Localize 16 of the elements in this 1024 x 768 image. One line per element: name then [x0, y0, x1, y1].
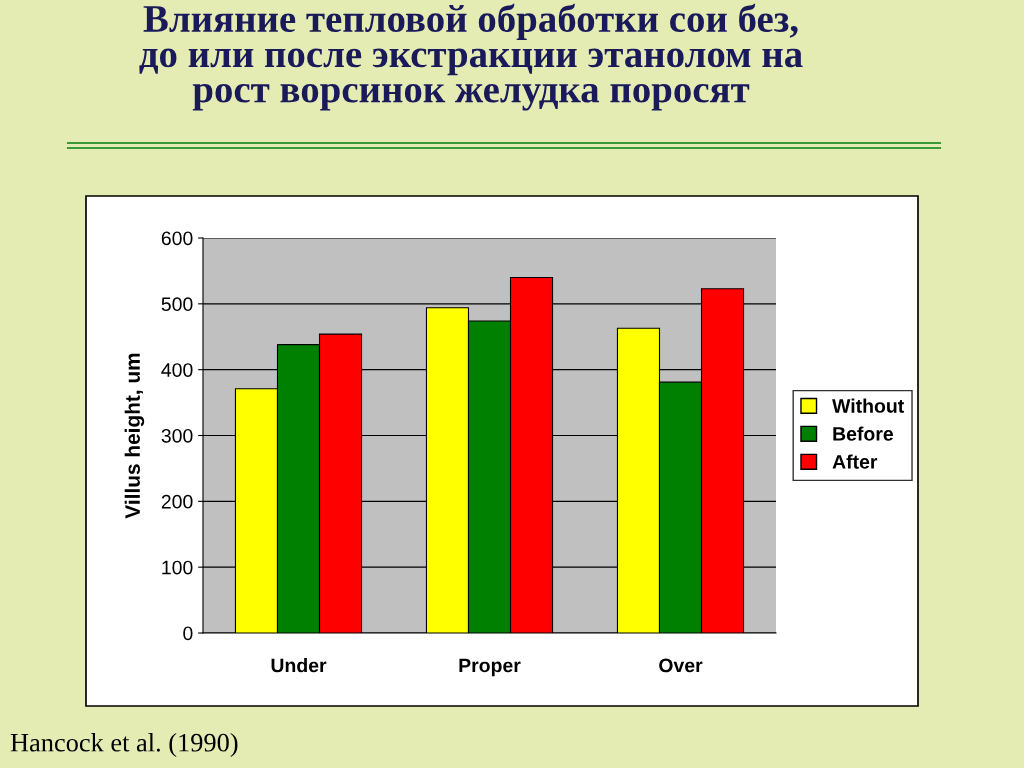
legend-label: Without — [832, 398, 905, 413]
x-tick-label: Over — [659, 658, 703, 673]
y-tick-label: 0 — [183, 626, 193, 641]
chart-title: Влияние тепловой обработки сои без, до или после экстракции этанолом на рост ворсинок желудка поросят — [139, 3, 803, 111]
x-tick-label: Proper — [459, 658, 521, 677]
legend-label: After — [832, 454, 878, 469]
text: Hancock et al. (1990) — [10, 733, 238, 757]
y-tick-label: 100 — [162, 560, 193, 575]
y-axis-title: Villus height, um — [124, 353, 145, 519]
y-tick-label: 600 — [161, 231, 193, 246]
y-tick-label: 500 — [161, 297, 193, 312]
y-tick-label: 300 — [161, 428, 193, 443]
legend-label: Before — [833, 426, 894, 441]
y-tick-label: 400 — [161, 363, 193, 377]
y-tick-label: 200 — [161, 494, 193, 509]
x-tick-label: Under — [271, 658, 327, 673]
